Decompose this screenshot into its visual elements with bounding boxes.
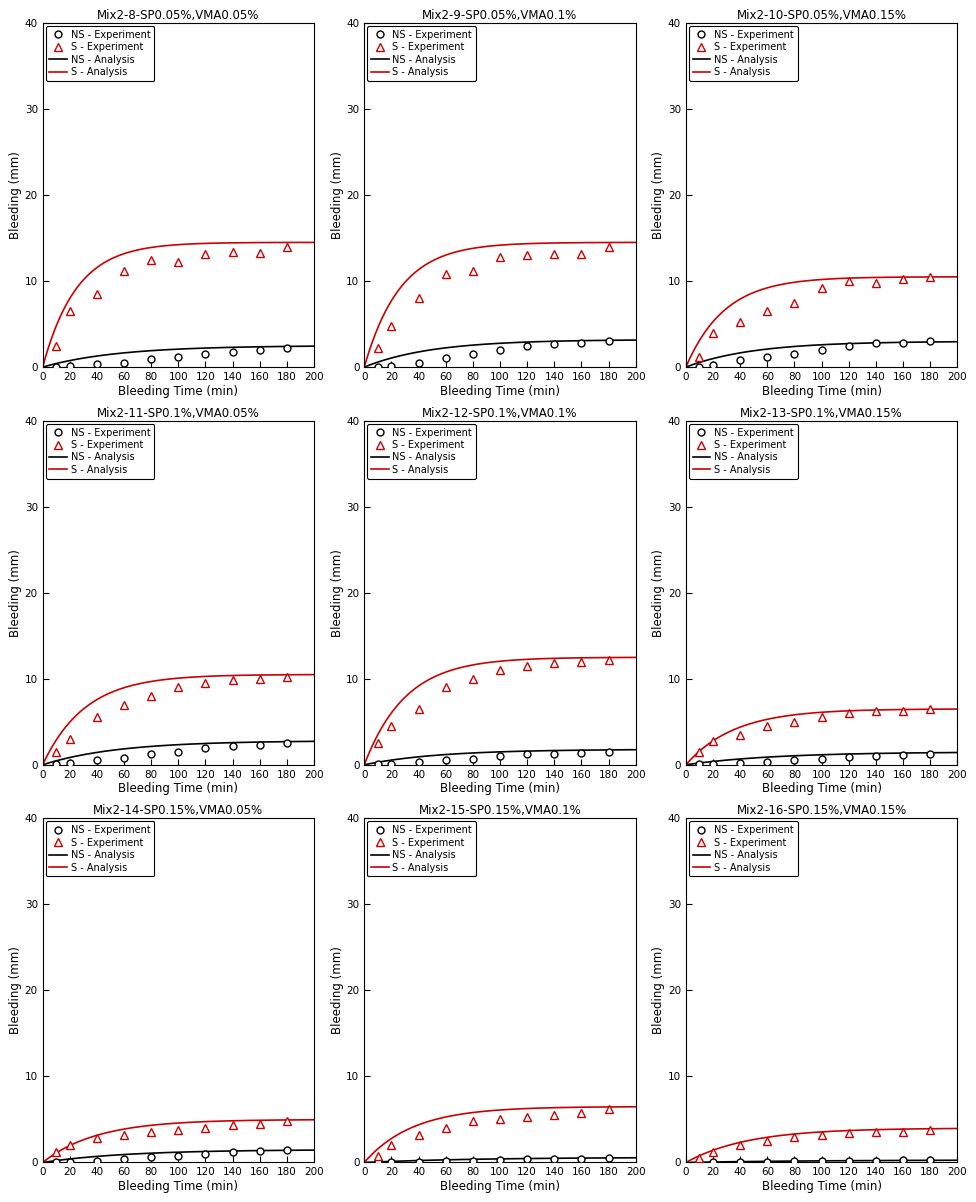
Y-axis label: Bleeding (mm): Bleeding (mm)	[652, 946, 666, 1035]
X-axis label: Bleeding Time (min): Bleeding Time (min)	[440, 1180, 560, 1194]
X-axis label: Bleeding Time (min): Bleeding Time (min)	[118, 783, 238, 796]
Y-axis label: Bleeding (mm): Bleeding (mm)	[652, 151, 666, 239]
Legend: NS - Experiment, S - Experiment, NS - Analysis, S - Analysis: NS - Experiment, S - Experiment, NS - An…	[689, 423, 797, 478]
Y-axis label: Bleeding (mm): Bleeding (mm)	[9, 946, 21, 1035]
X-axis label: Bleeding Time (min): Bleeding Time (min)	[118, 1180, 238, 1194]
X-axis label: Bleeding Time (min): Bleeding Time (min)	[761, 1180, 881, 1194]
Legend: NS - Experiment, S - Experiment, NS - Analysis, S - Analysis: NS - Experiment, S - Experiment, NS - An…	[46, 26, 154, 81]
Legend: NS - Experiment, S - Experiment, NS - Analysis, S - Analysis: NS - Experiment, S - Experiment, NS - An…	[689, 821, 797, 876]
Title: Mix2-14-SP0.15%,VMA0.05%: Mix2-14-SP0.15%,VMA0.05%	[94, 804, 264, 817]
Legend: NS - Experiment, S - Experiment, NS - Analysis, S - Analysis: NS - Experiment, S - Experiment, NS - An…	[367, 26, 476, 81]
Y-axis label: Bleeding (mm): Bleeding (mm)	[331, 151, 344, 239]
Legend: NS - Experiment, S - Experiment, NS - Analysis, S - Analysis: NS - Experiment, S - Experiment, NS - An…	[689, 26, 797, 81]
Legend: NS - Experiment, S - Experiment, NS - Analysis, S - Analysis: NS - Experiment, S - Experiment, NS - An…	[367, 423, 476, 478]
Title: Mix2-15-SP0.15%,VMA0.1%: Mix2-15-SP0.15%,VMA0.1%	[419, 804, 582, 817]
Y-axis label: Bleeding (mm): Bleeding (mm)	[652, 549, 666, 637]
Title: Mix2-13-SP0.1%,VMA0.15%: Mix2-13-SP0.1%,VMA0.15%	[740, 406, 903, 419]
Y-axis label: Bleeding (mm): Bleeding (mm)	[9, 151, 21, 239]
Title: Mix2-11-SP0.1%,VMA0.05%: Mix2-11-SP0.1%,VMA0.05%	[97, 406, 260, 419]
Title: Mix2-12-SP0.1%,VMA0.1%: Mix2-12-SP0.1%,VMA0.1%	[423, 406, 578, 419]
Legend: NS - Experiment, S - Experiment, NS - Analysis, S - Analysis: NS - Experiment, S - Experiment, NS - An…	[46, 821, 154, 876]
X-axis label: Bleeding Time (min): Bleeding Time (min)	[761, 783, 881, 796]
Legend: NS - Experiment, S - Experiment, NS - Analysis, S - Analysis: NS - Experiment, S - Experiment, NS - An…	[46, 423, 154, 478]
Title: Mix2-8-SP0.05%,VMA0.05%: Mix2-8-SP0.05%,VMA0.05%	[98, 8, 260, 22]
X-axis label: Bleeding Time (min): Bleeding Time (min)	[440, 385, 560, 398]
Title: Mix2-16-SP0.15%,VMA0.15%: Mix2-16-SP0.15%,VMA0.15%	[737, 804, 907, 817]
Title: Mix2-10-SP0.05%,VMA0.15%: Mix2-10-SP0.05%,VMA0.15%	[737, 8, 907, 22]
Y-axis label: Bleeding (mm): Bleeding (mm)	[331, 549, 344, 637]
Y-axis label: Bleeding (mm): Bleeding (mm)	[9, 549, 21, 637]
Title: Mix2-9-SP0.05%,VMA0.1%: Mix2-9-SP0.05%,VMA0.1%	[423, 8, 578, 22]
X-axis label: Bleeding Time (min): Bleeding Time (min)	[118, 385, 238, 398]
Y-axis label: Bleeding (mm): Bleeding (mm)	[331, 946, 344, 1035]
X-axis label: Bleeding Time (min): Bleeding Time (min)	[440, 783, 560, 796]
Legend: NS - Experiment, S - Experiment, NS - Analysis, S - Analysis: NS - Experiment, S - Experiment, NS - An…	[367, 821, 476, 876]
X-axis label: Bleeding Time (min): Bleeding Time (min)	[761, 385, 881, 398]
